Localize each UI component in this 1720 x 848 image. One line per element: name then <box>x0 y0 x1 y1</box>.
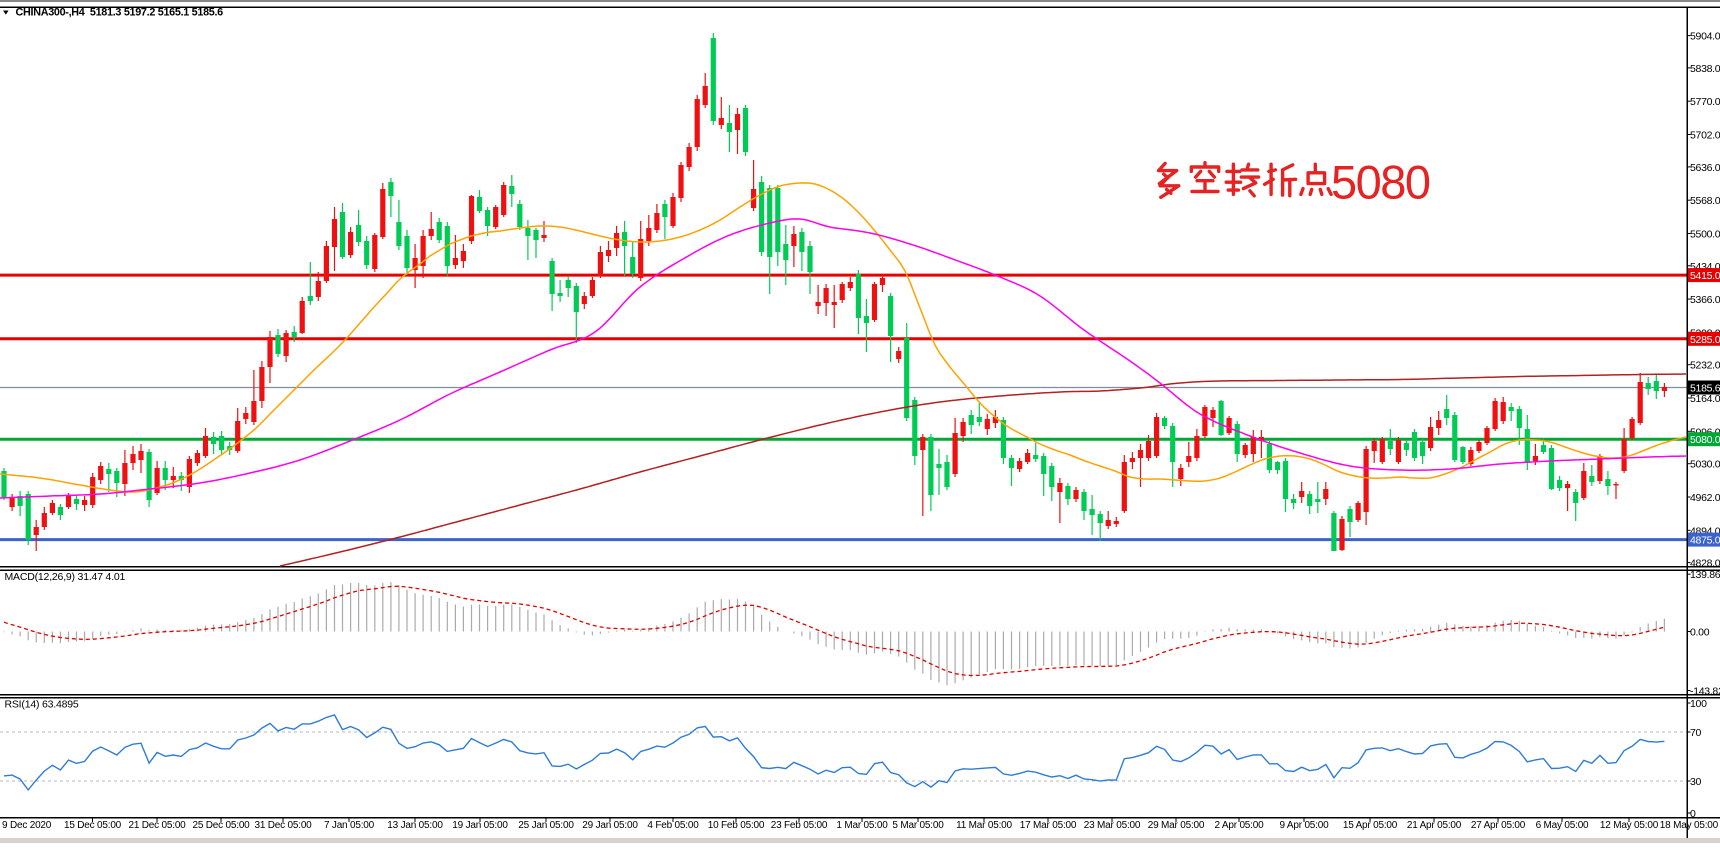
svg-text:21 Dec 05:00: 21 Dec 05:00 <box>128 820 186 831</box>
svg-text:23 Feb 05:00: 23 Feb 05:00 <box>771 820 828 831</box>
svg-text:4875.0: 4875.0 <box>1690 535 1720 547</box>
svg-text:0: 0 <box>1690 808 1696 820</box>
svg-text:5080.0: 5080.0 <box>1690 434 1720 446</box>
svg-text:5500.0: 5500.0 <box>1690 229 1720 241</box>
svg-text:15 Apr 05:00: 15 Apr 05:00 <box>1343 820 1398 831</box>
svg-text:5080: 5080 <box>1331 156 1430 209</box>
svg-text:5904.0: 5904.0 <box>1690 31 1720 43</box>
svg-text:5770.0: 5770.0 <box>1690 96 1720 108</box>
svg-text:139.86: 139.86 <box>1690 569 1720 581</box>
svg-text:17 Mar 05:00: 17 Mar 05:00 <box>1020 820 1077 831</box>
svg-text:29 Mar 05:00: 29 Mar 05:00 <box>1148 820 1205 831</box>
svg-text:25 Dec 05:00: 25 Dec 05:00 <box>192 820 250 831</box>
svg-text:MACD(12,26,9) 31.47 4.01: MACD(12,26,9) 31.47 4.01 <box>5 571 126 583</box>
svg-text:RSI(14) 63.4895: RSI(14) 63.4895 <box>5 699 79 711</box>
svg-text:5 Mar 05:00: 5 Mar 05:00 <box>892 820 944 831</box>
svg-text:100: 100 <box>1690 698 1707 710</box>
svg-text:12 May 05:00: 12 May 05:00 <box>1600 820 1659 831</box>
svg-text:5164.0: 5164.0 <box>1690 393 1720 405</box>
svg-text:18 May 05:00: 18 May 05:00 <box>1660 820 1719 831</box>
svg-text:5702.0: 5702.0 <box>1690 130 1720 142</box>
svg-text:21 Apr 05:00: 21 Apr 05:00 <box>1407 820 1462 831</box>
svg-text:-143.82: -143.82 <box>1690 686 1720 698</box>
svg-text:CHINA300-,H4 5181.3 5197.2 51: CHINA300-,H4 5181.3 5197.2 5165.1 5185.6 <box>16 7 224 19</box>
svg-text:5030.0: 5030.0 <box>1690 459 1720 471</box>
svg-text:5415.0: 5415.0 <box>1690 270 1720 282</box>
svg-text:5568.0: 5568.0 <box>1690 195 1720 207</box>
svg-text:6 May 05:00: 6 May 05:00 <box>1536 820 1589 831</box>
svg-text:2 Apr 05:00: 2 Apr 05:00 <box>1215 820 1265 831</box>
svg-text:5185.6: 5185.6 <box>1690 383 1720 395</box>
svg-text:7 Jan 05:00: 7 Jan 05:00 <box>324 820 375 831</box>
svg-text:29 Jan 05:00: 29 Jan 05:00 <box>582 820 638 831</box>
svg-text:4 Feb 05:00: 4 Feb 05:00 <box>647 820 699 831</box>
svg-text:5285.0: 5285.0 <box>1690 334 1720 346</box>
svg-text:9 Dec 2020: 9 Dec 2020 <box>2 820 52 831</box>
svg-text:10 Feb 05:00: 10 Feb 05:00 <box>708 820 765 831</box>
svg-text:70: 70 <box>1690 727 1702 739</box>
svg-text:4962.0: 4962.0 <box>1690 492 1720 504</box>
svg-text:13 Jan 05:00: 13 Jan 05:00 <box>387 820 443 831</box>
svg-text:5838.0: 5838.0 <box>1690 63 1720 75</box>
svg-text:15 Dec 05:00: 15 Dec 05:00 <box>64 820 122 831</box>
svg-text:5366.0: 5366.0 <box>1690 294 1720 306</box>
svg-text:25 Jan 05:00: 25 Jan 05:00 <box>518 820 574 831</box>
svg-text:30: 30 <box>1690 776 1702 788</box>
svg-text:23 Mar 05:00: 23 Mar 05:00 <box>1084 820 1141 831</box>
svg-text:9 Apr 05:00: 9 Apr 05:00 <box>1280 820 1330 831</box>
svg-text:5636.0: 5636.0 <box>1690 162 1720 174</box>
svg-text:19 Jan 05:00: 19 Jan 05:00 <box>452 820 508 831</box>
svg-text:11 Mar 05:00: 11 Mar 05:00 <box>956 820 1012 831</box>
svg-text:5232.0: 5232.0 <box>1690 360 1720 372</box>
svg-text:0.00: 0.00 <box>1690 627 1710 639</box>
svg-text:1 Mar 05:00: 1 Mar 05:00 <box>836 820 888 831</box>
svg-text:27 Apr 05:00: 27 Apr 05:00 <box>1471 820 1526 831</box>
svg-text:4828.0: 4828.0 <box>1690 558 1720 570</box>
svg-text:31 Dec 05:00: 31 Dec 05:00 <box>254 820 312 831</box>
